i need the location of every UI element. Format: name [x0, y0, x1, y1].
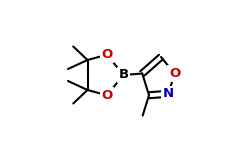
- Text: O: O: [169, 67, 180, 80]
- Text: N: N: [163, 87, 174, 100]
- Text: O: O: [102, 48, 112, 61]
- Text: B: B: [118, 69, 128, 81]
- Text: O: O: [102, 89, 112, 102]
